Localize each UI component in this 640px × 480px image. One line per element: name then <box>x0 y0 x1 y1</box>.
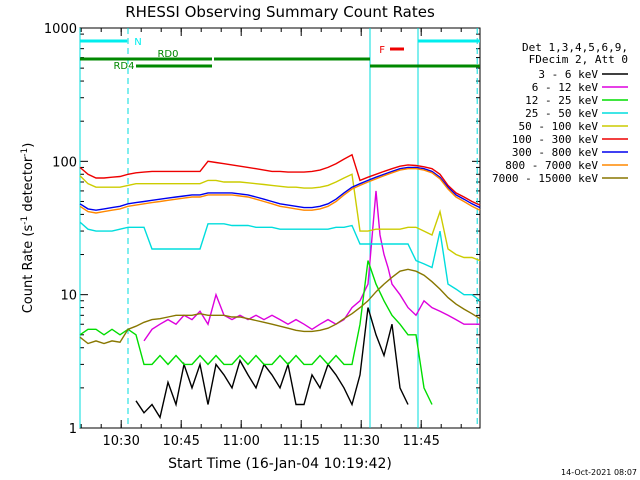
y-tick-label: 1000 <box>44 22 77 37</box>
x-tick-label: 11:30 <box>342 434 379 449</box>
legend-label: 100 - 300 keV <box>512 133 598 146</box>
y-axis-label-close: ) <box>21 143 36 148</box>
y-axis-label-tail: detector <box>21 156 36 216</box>
x-tick-label: 11:15 <box>282 434 319 449</box>
y-tick-label: 1 <box>69 422 77 437</box>
series-line <box>135 307 409 420</box>
y-axis-label-sup2: -1 <box>20 148 30 157</box>
y-tick-label: 100 <box>52 155 77 170</box>
series-line <box>79 268 481 345</box>
series-line <box>79 221 481 302</box>
legend-label: 7000 - 15000 keV <box>492 172 598 185</box>
status-bar-label: N <box>134 37 141 48</box>
legend-label: 12 - 25 keV <box>525 94 598 107</box>
x-tick-label: 11:45 <box>402 434 439 449</box>
y-axis-label: Count Rate (s-1 detector-1) <box>20 143 36 314</box>
legend-label: 800 - 7000 keV <box>505 159 598 172</box>
chart-title: RHESSI Observing Summary Count Rates <box>125 3 435 21</box>
footer-timestamp: 14-Oct-2021 08:07 <box>561 468 637 477</box>
status-bars: N F RD0 RD4 <box>80 37 480 72</box>
series-line <box>79 173 481 262</box>
x-tick-label: 10:30 <box>102 434 139 449</box>
series-line <box>143 190 480 342</box>
legend-label: 6 - 12 keV <box>532 81 599 94</box>
status-bar-label: RD0 <box>157 49 178 60</box>
x-axis-ticks: 10:30 10:45 11:00 11:15 11:30 11:45 <box>80 28 462 449</box>
series-line <box>79 153 481 206</box>
y-axis-label-main: Count Rate (s <box>21 225 36 314</box>
x-axis-label: Start Time (16-Jan-04 10:19:42) <box>168 456 392 472</box>
legend-label: 50 - 100 keV <box>519 120 599 133</box>
legend-label: 300 - 800 keV <box>512 146 598 159</box>
y-axis-label-sup1: -1 <box>20 216 30 225</box>
legend-header: Det 1,3,4,5,6,9, <box>522 41 628 54</box>
x-tick-label: 11:00 <box>222 434 259 449</box>
legend: Det 1,3,4,5,6,9,FDecim 2, Att 0 3 - 6 keV… <box>492 41 628 185</box>
status-bar-label: F <box>379 45 385 56</box>
status-bar-label: RD4 <box>113 61 134 72</box>
series-line <box>79 260 433 405</box>
series-line <box>79 167 481 214</box>
x-tick-label: 10:45 <box>162 434 199 449</box>
y-axis-ticks: 1 10 100 1000 <box>44 22 480 437</box>
series-lines <box>79 153 481 420</box>
y-tick-label: 10 <box>60 289 77 304</box>
legend-label: 3 - 6 keV <box>538 68 598 81</box>
legend-label: 25 - 50 keV <box>525 107 598 120</box>
series-line <box>79 166 481 211</box>
legend-header: FDecim 2, Att 0 <box>529 53 628 66</box>
